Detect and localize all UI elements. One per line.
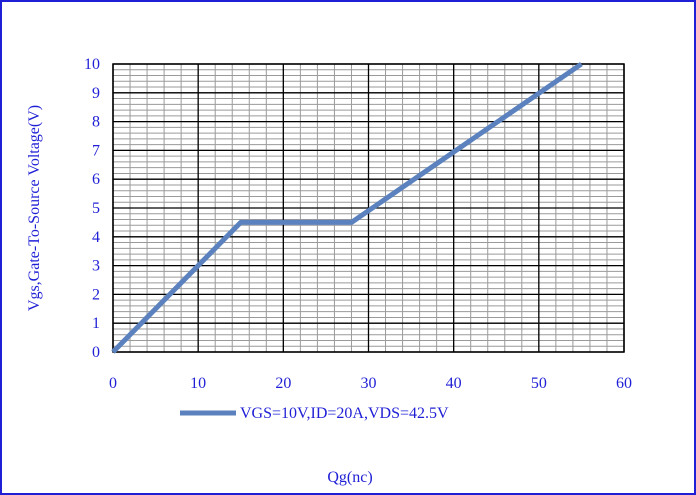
y-tick-label: 1 — [92, 315, 100, 332]
x-tick-label: 20 — [275, 375, 291, 392]
y-tick-label: 0 — [92, 344, 100, 361]
series-line-0 — [111, 61, 583, 354]
x-tick-label: 40 — [446, 375, 462, 392]
y-tick-labels: 0 1 2 3 4 5 6 7 8 9 10 — [84, 56, 100, 361]
legend-label: VGS=10V,ID=20A,VDS=42.5V — [240, 405, 449, 422]
x-tick-label: 0 — [109, 375, 117, 392]
x-tick-label: 60 — [616, 375, 632, 392]
y-tick-label: 2 — [92, 286, 100, 303]
y-tick-label: 8 — [92, 114, 100, 131]
major-gridlines — [112, 63, 625, 353]
y-tick-label: 3 — [92, 258, 100, 275]
x-axis-title: Qg(nc) — [327, 469, 372, 486]
plot-area-border — [112, 63, 625, 353]
x-tick-label: 30 — [361, 375, 377, 392]
y-tick-label: 10 — [84, 56, 100, 73]
y-tick-label: 5 — [92, 200, 100, 217]
y-axis-title: Vgs,Gate-To-Source Voltage(V) — [26, 105, 43, 311]
y-tick-label: 4 — [92, 229, 100, 246]
series-layer — [111, 61, 583, 354]
x-tick-labels: 0 10 20 30 40 50 60 — [109, 375, 632, 392]
y-tick-label: 9 — [92, 85, 100, 102]
y-tick-label: 6 — [92, 171, 100, 188]
legend: VGS=10V,ID=20A,VDS=42.5V — [180, 405, 449, 422]
y-tick-label: 7 — [92, 142, 100, 159]
x-tick-label: 10 — [190, 375, 206, 392]
x-tick-label: 50 — [531, 375, 547, 392]
